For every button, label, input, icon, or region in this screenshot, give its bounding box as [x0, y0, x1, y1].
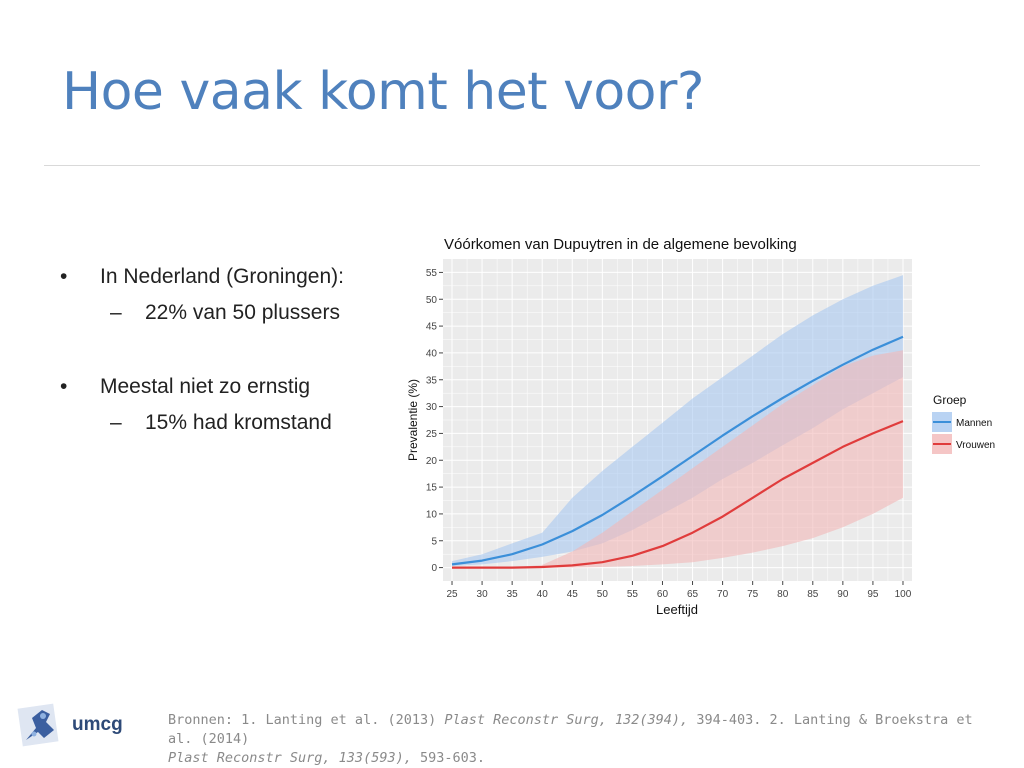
confidence-bands: [452, 275, 903, 568]
x-tick-label: 35: [507, 589, 519, 600]
y-tick-label: 55: [426, 268, 438, 279]
bullet-list: • In Nederland (Groningen): – 22% van 50…: [60, 262, 400, 444]
sub-bullet-text: 15% had kromstand: [145, 411, 332, 434]
y-tick-label: 5: [431, 536, 437, 547]
x-tick-label: 80: [777, 589, 789, 600]
y-tick-label: 50: [426, 295, 438, 306]
x-tick-label: 65: [687, 589, 699, 600]
x-tick-label: 40: [537, 589, 549, 600]
series-lines: [451, 335, 904, 569]
footer-prefix: Bronnen: 1. Lanting et al. (2013): [168, 712, 445, 728]
y-axis-label: Prevalentie (%): [406, 379, 420, 461]
y-tick-label: 30: [426, 402, 438, 413]
y-tick-label: 25: [426, 429, 438, 440]
y-tick-label: 20: [426, 456, 438, 467]
x-tick-label: 50: [597, 589, 609, 600]
footer-mid: 394-403. 2. Lanting & Broekstra et al. (…: [168, 712, 973, 747]
legend: Groep Mannen Vrouwen: [932, 393, 995, 454]
line-mannen: [451, 335, 904, 566]
x-axis-ticks: 25 30 35 40 45 50 55 60 65 70 75 80 85 90 95 100: [446, 581, 912, 600]
legend-label-vrouwen: Vrouwen: [956, 440, 995, 451]
bullet-text: In Nederland (Groningen):: [100, 265, 344, 288]
footer-journal-1: Plast Reconstr Surg, 132(394),: [444, 712, 689, 728]
y-tick-label: 45: [426, 322, 438, 333]
sub-bullet-item: – 15% had kromstand: [60, 408, 400, 444]
x-tick-label: 60: [657, 589, 669, 600]
x-tick-label: 85: [807, 589, 819, 600]
slide-title: Hoe vaak komt het voor?: [62, 62, 704, 122]
x-tick-label: 75: [747, 589, 759, 600]
y-tick-label: 10: [426, 509, 438, 520]
x-tick-label: 55: [627, 589, 639, 600]
line-vrouwen: [452, 420, 904, 569]
y-tick-label: 35: [426, 375, 438, 386]
bullet-text: Meestal niet zo ernstig: [100, 375, 311, 398]
band-mannen: [452, 275, 903, 566]
footer-journal-2: Plast Reconstr Surg, 133(593),: [168, 750, 412, 766]
logo-text: umcg: [72, 714, 123, 735]
prevalence-chart: Vóórkomen van Dupuytren in de algemene b…: [406, 236, 995, 617]
x-tick-label: 100: [895, 589, 912, 600]
umcg-logo: [16, 700, 66, 755]
x-tick-label: 95: [867, 589, 879, 600]
bullet-item: • Meestal niet zo ernstig: [60, 372, 400, 408]
bullet-item: • In Nederland (Groningen):: [60, 262, 400, 298]
chart-title: Vóórkomen van Dupuytren in de algemene b…: [444, 236, 797, 253]
gecko-logo-icon: [17, 703, 59, 747]
sub-bullet-symbol: –: [110, 411, 122, 434]
x-tick-label: 90: [837, 589, 849, 600]
x-tick-label: 30: [477, 589, 489, 600]
x-axis-label: Leeftijd: [656, 602, 698, 617]
sub-bullet-text: 22% van 50 plussers: [145, 301, 340, 324]
bullet-symbol: •: [60, 375, 68, 398]
legend-title: Groep: [933, 393, 967, 407]
bullet-symbol: •: [60, 265, 68, 288]
legend-label-mannen: Mannen: [956, 418, 992, 429]
sub-bullet-symbol: –: [110, 301, 122, 324]
sub-bullet-item: – 22% van 50 plussers: [60, 298, 400, 334]
x-tick-label: 45: [567, 589, 579, 600]
y-tick-label: 40: [426, 348, 438, 359]
footer-end: 593-603.: [411, 750, 485, 766]
y-tick-label: 15: [426, 483, 438, 494]
y-axis-ticks: 0 5 10 15 20 25 30 35 40 45 50 55: [426, 268, 443, 574]
x-tick-label: 70: [717, 589, 729, 600]
y-tick-label: 0: [431, 563, 437, 574]
title-divider: [44, 165, 980, 166]
x-tick-label: 25: [446, 589, 458, 600]
source-footer: Bronnen: 1. Lanting et al. (2013) Plast …: [168, 711, 988, 768]
band-vrouwen: [452, 350, 903, 568]
